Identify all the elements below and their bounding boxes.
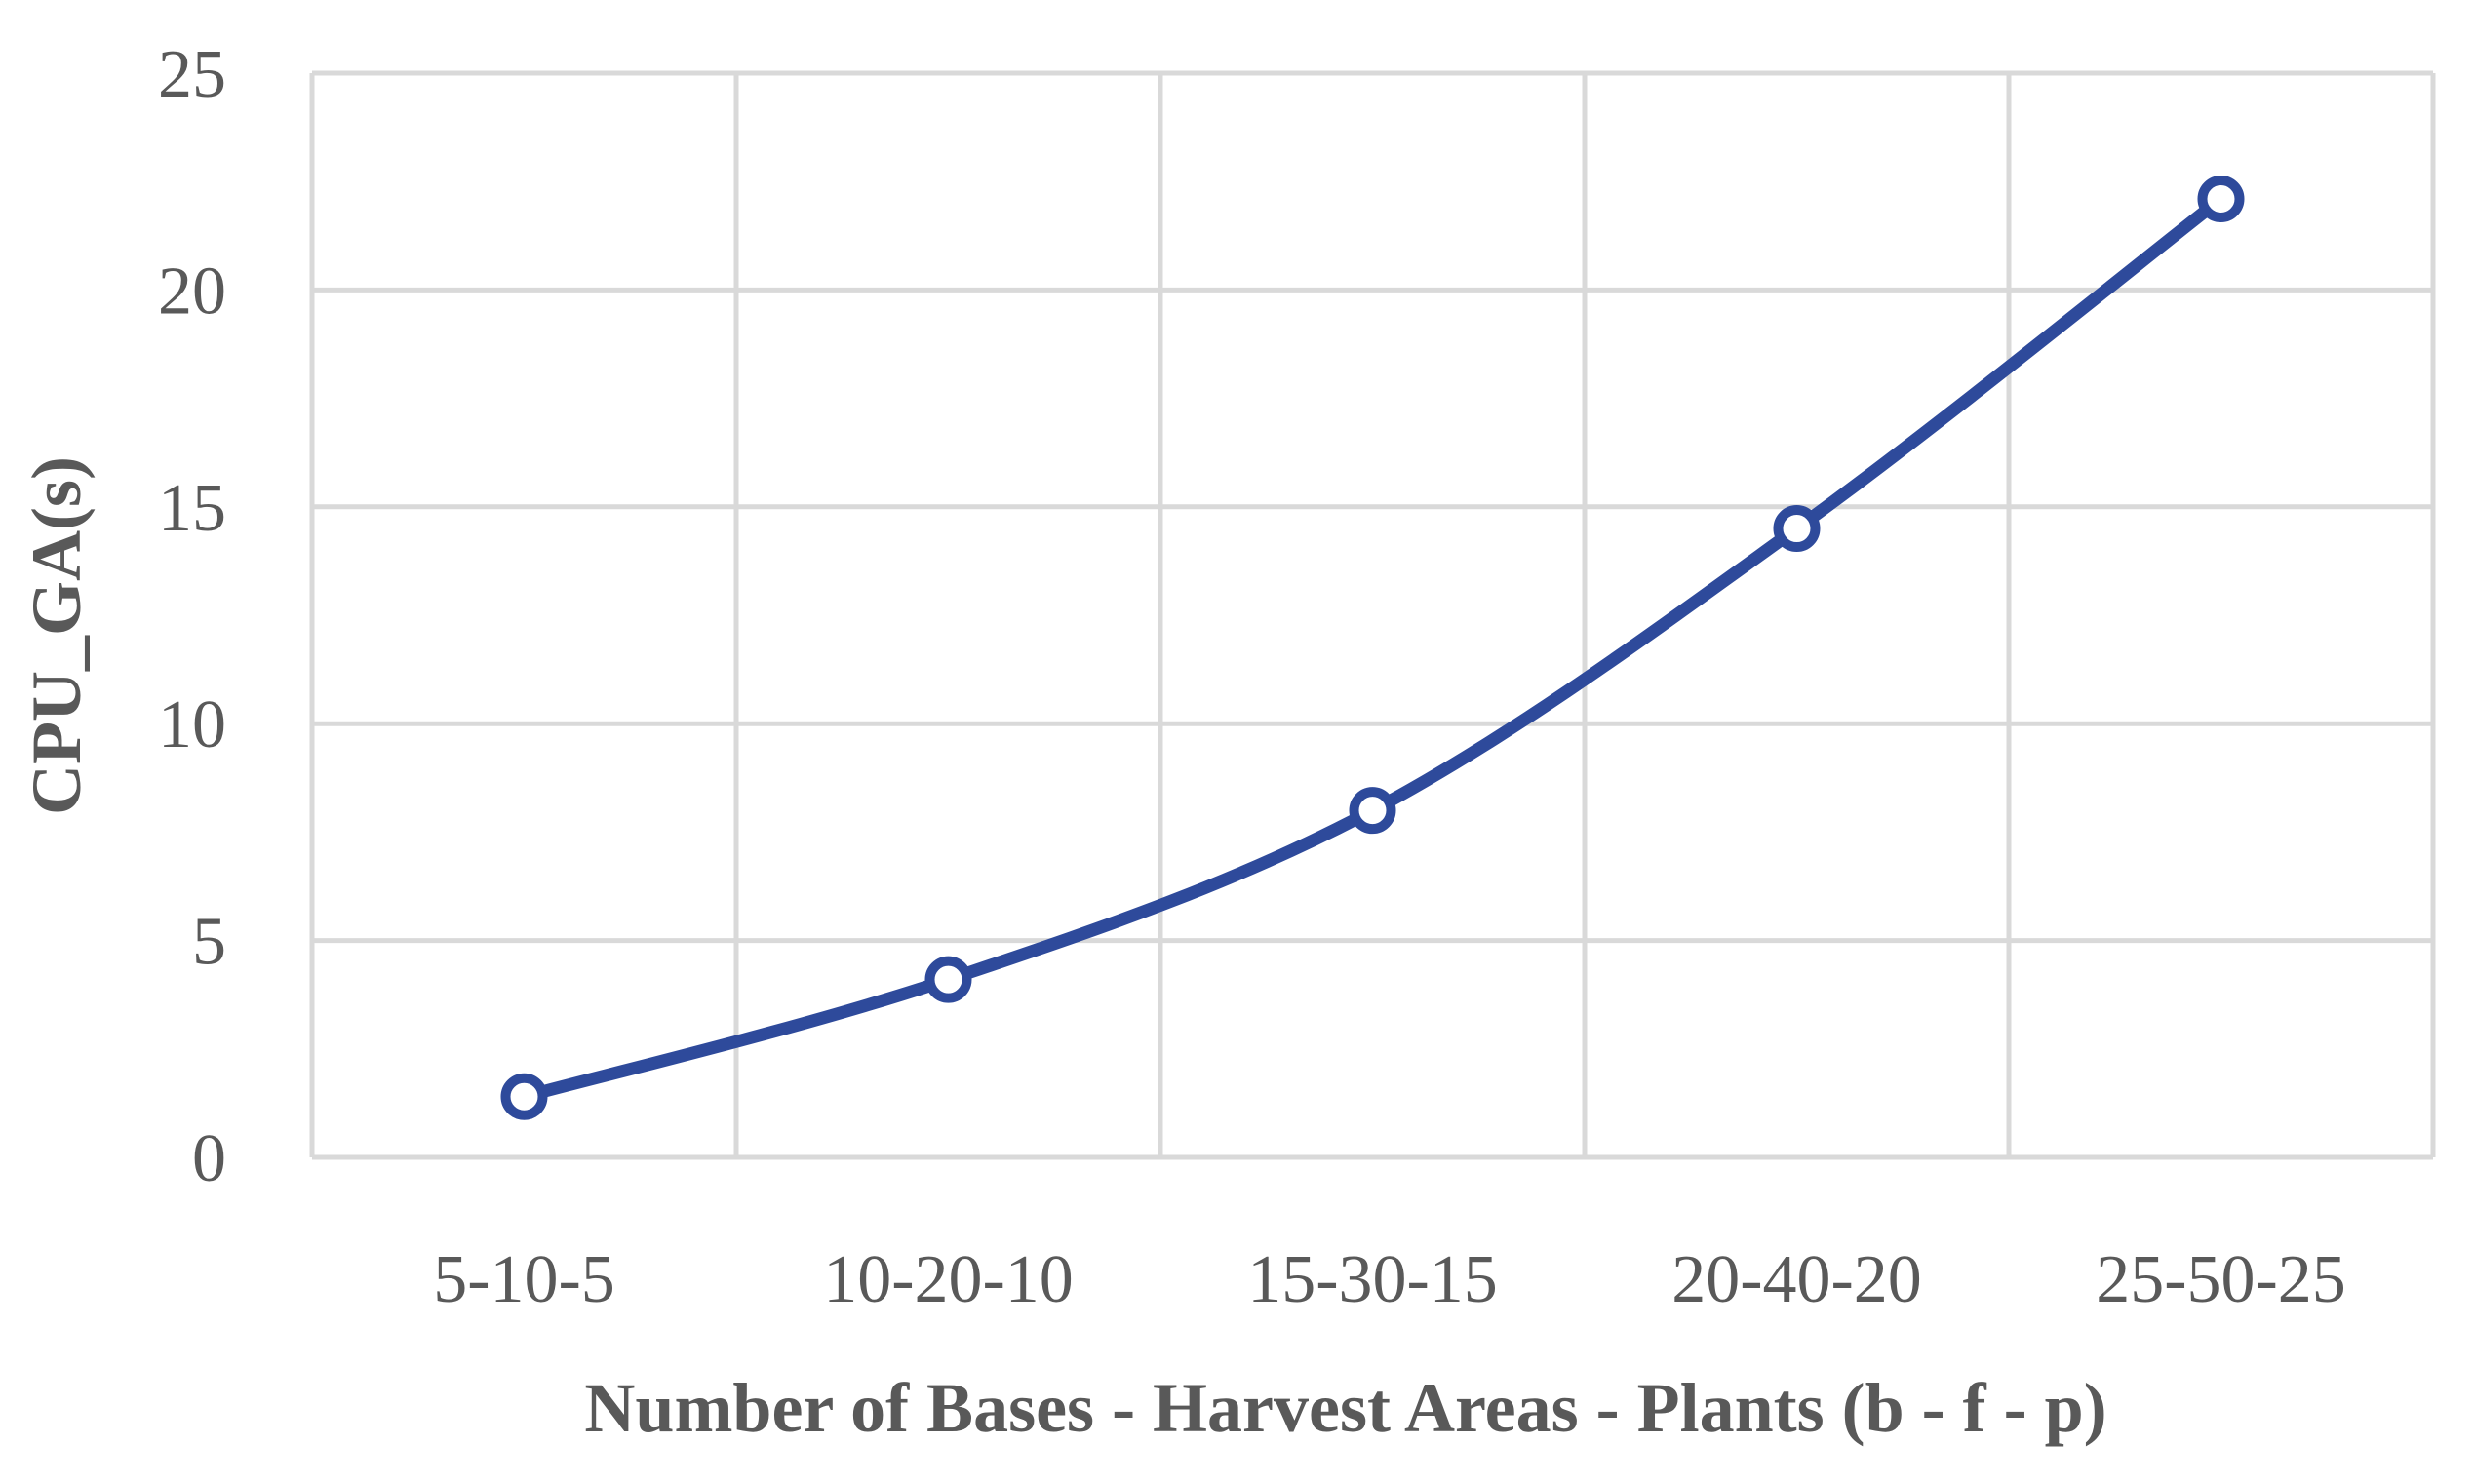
data-point-marker xyxy=(1349,787,1396,835)
y-axis-title: CPU_GA(s) xyxy=(18,456,96,815)
y-tick-label: 10 xyxy=(158,687,226,762)
y-tick-label: 0 xyxy=(192,1121,226,1196)
data-point-marker xyxy=(500,1073,548,1120)
data-point-marker xyxy=(924,956,972,1003)
data-point-marker xyxy=(2197,175,2245,222)
x-axis-title: Number of Bases - Harvest Areas - Plants… xyxy=(584,1369,2106,1447)
series-line xyxy=(518,192,2227,1104)
x-tick-label: 25-50-25 xyxy=(2096,1242,2346,1317)
x-tick-label: 20-40-20 xyxy=(1671,1242,1922,1317)
x-tick-label: 5-10-5 xyxy=(433,1242,615,1317)
y-tick-label: 25 xyxy=(158,37,226,112)
y-tick-labels: 0 5 10 15 20 25 xyxy=(158,37,226,1196)
x-tick-label: 10-20-10 xyxy=(823,1242,1074,1317)
x-tick-label: 15-30-15 xyxy=(1247,1242,1498,1317)
series-layer xyxy=(500,175,2245,1120)
y-tick-label: 15 xyxy=(158,471,226,546)
x-tick-labels: 5-10-5 10-20-10 15-30-15 20-40-20 25-50-25 xyxy=(433,1242,2346,1317)
y-tick-label: 20 xyxy=(158,254,226,329)
grid-layer xyxy=(309,70,2436,1160)
data-point-marker xyxy=(1773,505,1821,553)
y-tick-label: 5 xyxy=(192,905,226,980)
